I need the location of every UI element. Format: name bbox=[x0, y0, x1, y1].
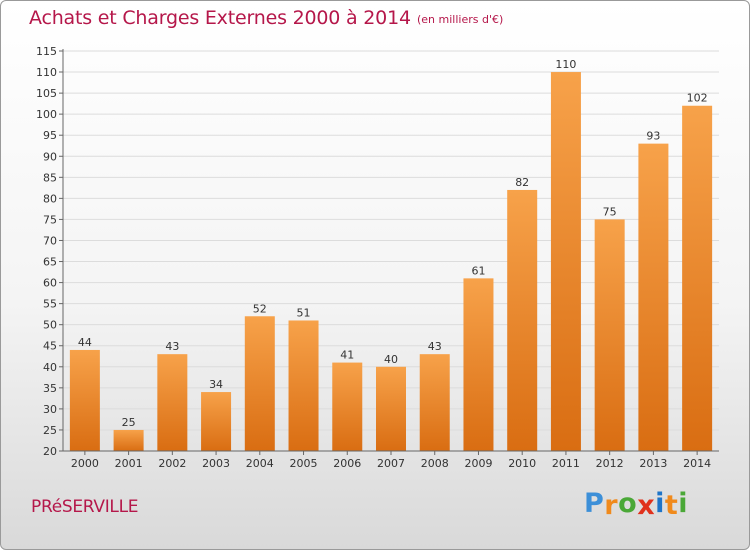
x-tick-label: 2000 bbox=[71, 457, 99, 470]
y-tick-label: 25 bbox=[43, 424, 57, 437]
data-label: 51 bbox=[297, 306, 311, 319]
x-tick-label: 2012 bbox=[596, 457, 624, 470]
x-tick-label: 2003 bbox=[202, 457, 230, 470]
y-tick-label: 90 bbox=[43, 150, 57, 163]
bars bbox=[69, 72, 713, 451]
bar bbox=[69, 349, 100, 451]
y-tick-label: 45 bbox=[43, 340, 57, 353]
x-tick-label: 2006 bbox=[333, 457, 361, 470]
x-tick-label: 2013 bbox=[639, 457, 667, 470]
bar bbox=[550, 72, 581, 451]
x-tick-label: 2007 bbox=[377, 457, 405, 470]
y-tick-label: 65 bbox=[43, 256, 57, 269]
data-label: 102 bbox=[687, 92, 708, 105]
y-tick-label: 70 bbox=[43, 234, 57, 247]
logo-letter: i bbox=[678, 488, 689, 519]
data-label: 93 bbox=[646, 130, 660, 143]
y-tick-label: 100 bbox=[36, 108, 57, 121]
x-tick-label: 2001 bbox=[115, 457, 143, 470]
data-label: 52 bbox=[253, 302, 267, 315]
bar bbox=[201, 392, 232, 451]
y-tick-label: 50 bbox=[43, 319, 57, 332]
bar bbox=[288, 320, 319, 451]
y-tick-label: 35 bbox=[43, 382, 57, 395]
logo-letter: i bbox=[655, 488, 665, 519]
x-tick-label: 2004 bbox=[246, 457, 274, 470]
x-tick-label: 2009 bbox=[464, 457, 492, 470]
bar bbox=[638, 143, 669, 451]
data-label: 41 bbox=[340, 349, 354, 362]
bar bbox=[594, 219, 625, 451]
x-tick-label: 2011 bbox=[552, 457, 580, 470]
logo-letter: P bbox=[584, 488, 605, 519]
x-tick-label: 2014 bbox=[683, 457, 711, 470]
y-tick-label: 20 bbox=[43, 445, 57, 458]
y-tick-label: 110 bbox=[36, 66, 57, 79]
y-tick-label: 105 bbox=[36, 87, 57, 100]
y-tick-label: 85 bbox=[43, 171, 57, 184]
axes bbox=[59, 49, 719, 455]
y-tick-label: 40 bbox=[43, 361, 57, 374]
labels: 20 25 30 35 40 45 50 55 60 65 70 75 80 85 90 95 100 105 11… bbox=[36, 45, 711, 470]
bar bbox=[507, 189, 538, 451]
data-label: 34 bbox=[209, 378, 223, 391]
y-tick-label: 75 bbox=[43, 213, 57, 226]
data-label: 110 bbox=[555, 58, 576, 71]
bar bbox=[244, 316, 275, 451]
logo-letter: x bbox=[637, 490, 656, 521]
bar bbox=[157, 354, 188, 451]
x-tick-label: 2005 bbox=[290, 457, 318, 470]
bar bbox=[113, 429, 144, 451]
data-label: 43 bbox=[428, 340, 442, 353]
data-label: 25 bbox=[122, 416, 136, 429]
bar bbox=[682, 105, 713, 451]
y-tick-label: 55 bbox=[43, 298, 57, 311]
chart-subtitle: (en milliers d'€) bbox=[417, 13, 504, 26]
x-tick-label: 2002 bbox=[158, 457, 186, 470]
data-label: 82 bbox=[515, 176, 529, 189]
logo-letter: o bbox=[618, 488, 638, 519]
logo-letter: r bbox=[604, 490, 619, 521]
y-tick-label: 80 bbox=[43, 192, 57, 205]
bar bbox=[332, 362, 363, 451]
y-tick-label: 95 bbox=[43, 129, 57, 142]
chart-title: Achats et Charges Externes 2000 à 2014 bbox=[29, 7, 411, 29]
data-label: 75 bbox=[603, 205, 617, 218]
data-label: 61 bbox=[471, 264, 485, 277]
x-tick-label: 2008 bbox=[421, 457, 449, 470]
x-tick-label: 2010 bbox=[508, 457, 536, 470]
commune-name: PRéSERVILLE bbox=[31, 497, 139, 517]
y-tick-label: 115 bbox=[36, 45, 57, 58]
y-tick-label: 60 bbox=[43, 277, 57, 290]
logo-letter: t bbox=[664, 490, 679, 521]
bar bbox=[463, 278, 494, 451]
data-label: 44 bbox=[78, 336, 92, 349]
bar bbox=[419, 354, 450, 451]
y-tick-label: 30 bbox=[43, 403, 57, 416]
proxiti-logo: Proxiti bbox=[584, 488, 688, 522]
data-label: 43 bbox=[165, 340, 179, 353]
bar bbox=[376, 366, 406, 451]
data-label: 40 bbox=[384, 353, 398, 366]
